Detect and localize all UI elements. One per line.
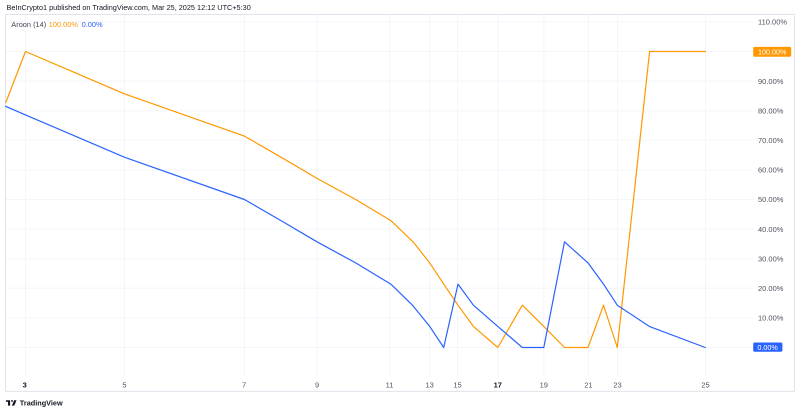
svg-text:100.00%: 100.00%	[49, 20, 79, 29]
svg-text:50.00%: 50.00%	[758, 195, 784, 204]
svg-text:13: 13	[426, 380, 434, 389]
svg-text:7: 7	[242, 380, 246, 389]
svg-text:80.00%: 80.00%	[758, 106, 784, 115]
svg-text:Aroon (14): Aroon (14)	[11, 20, 46, 29]
svg-text:17: 17	[494, 380, 502, 389]
svg-text:0.00%: 0.00%	[757, 343, 778, 352]
svg-text:19: 19	[540, 380, 548, 389]
svg-text:40.00%: 40.00%	[758, 225, 784, 234]
svg-text:70.00%: 70.00%	[758, 136, 784, 145]
svg-text:23: 23	[613, 380, 621, 389]
svg-text:25: 25	[701, 380, 709, 389]
svg-text:TradingView: TradingView	[20, 398, 63, 407]
svg-text:10.00%: 10.00%	[758, 314, 784, 323]
svg-text:5: 5	[122, 380, 126, 389]
svg-text:0.00%: 0.00%	[82, 20, 103, 29]
svg-text:3: 3	[23, 380, 27, 389]
svg-text:30.00%: 30.00%	[758, 254, 784, 263]
svg-text:15: 15	[453, 380, 461, 389]
svg-text:20.00%: 20.00%	[758, 284, 784, 293]
svg-text:9: 9	[315, 380, 319, 389]
svg-text:BeInCrypto1 published on Tradi: BeInCrypto1 published on TradingView.com…	[7, 3, 251, 12]
svg-text:60.00%: 60.00%	[758, 166, 784, 175]
svg-text:21: 21	[584, 380, 592, 389]
svg-text:100.00%: 100.00%	[758, 48, 787, 57]
svg-text:110.00%: 110.00%	[758, 18, 787, 27]
svg-text:11: 11	[386, 380, 394, 389]
svg-text:90.00%: 90.00%	[758, 77, 784, 86]
